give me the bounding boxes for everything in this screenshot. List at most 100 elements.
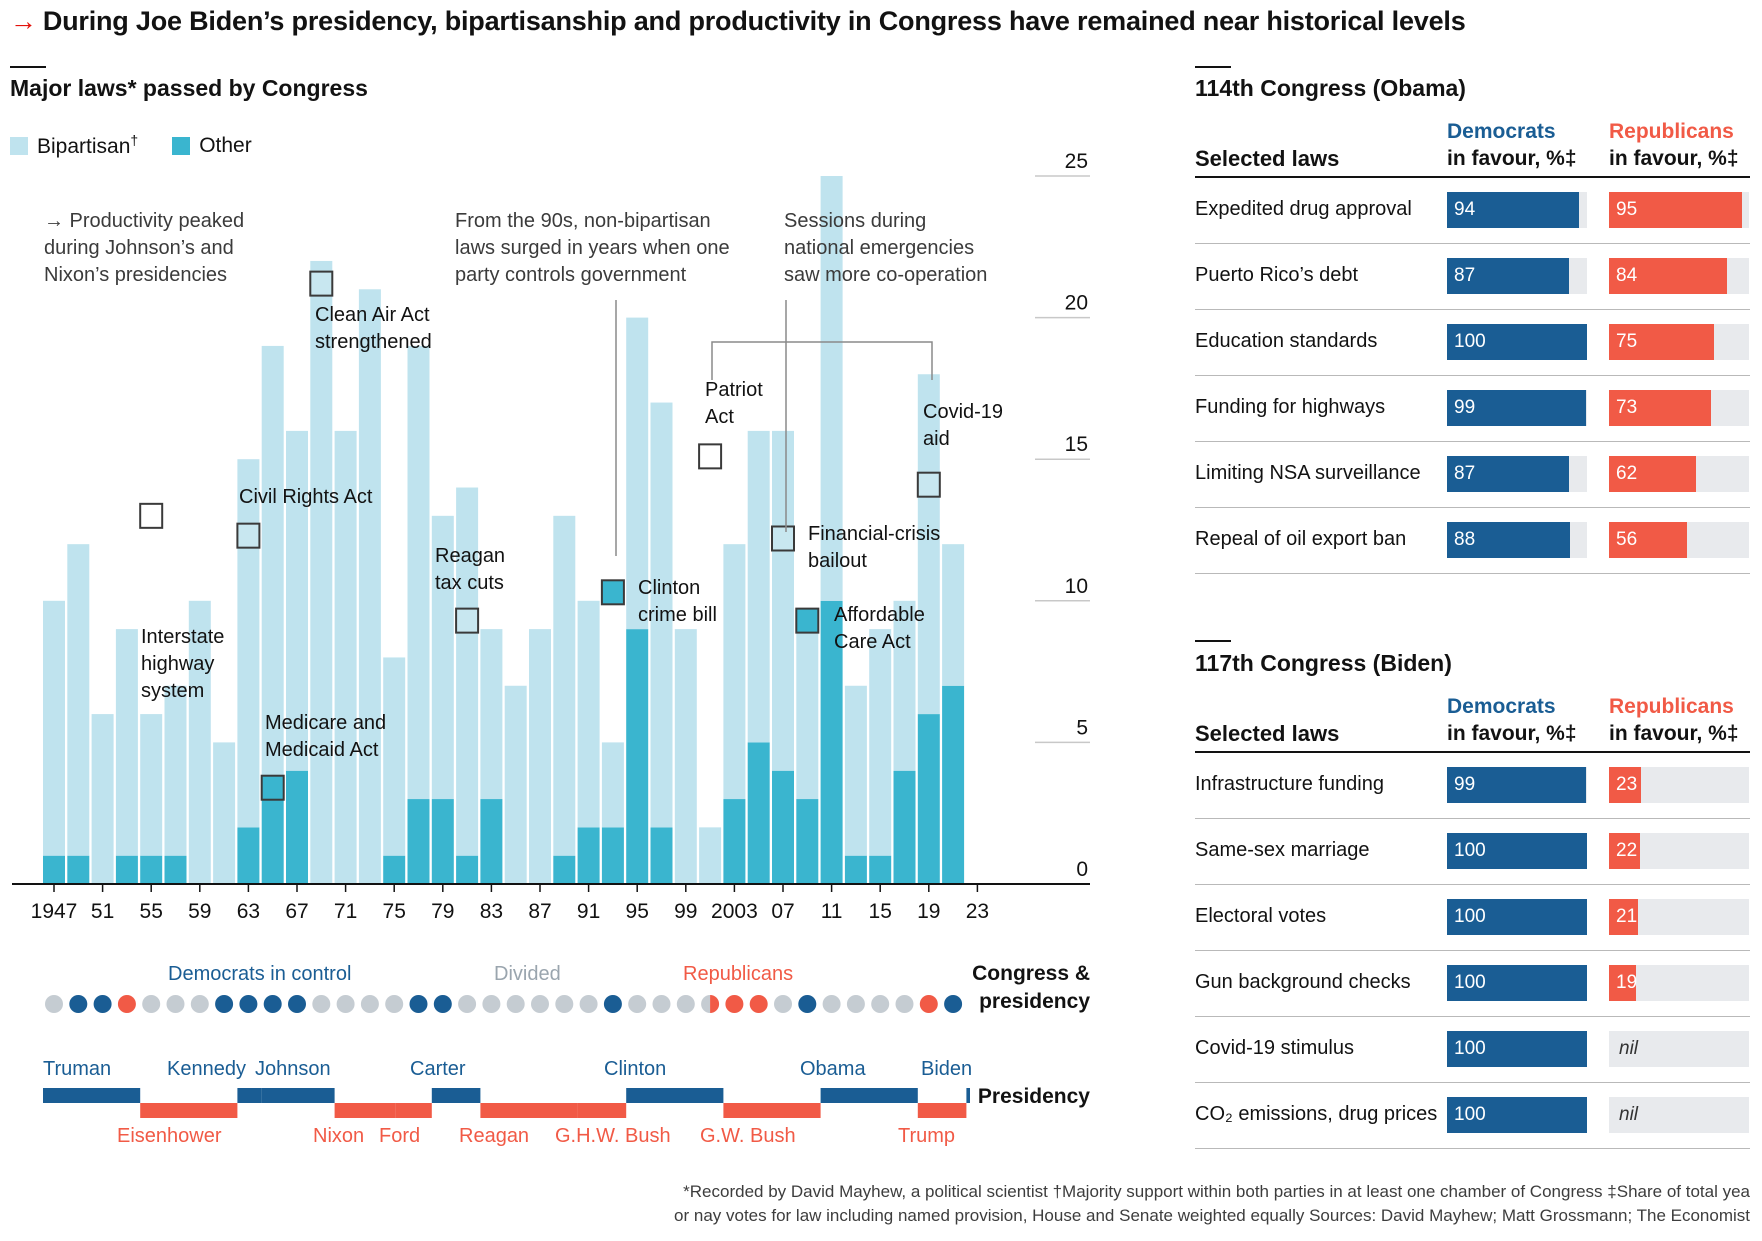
annotation-3: Sessions during national emergencies saw m…: [784, 210, 987, 286]
bar-bipartisan-2001: [699, 827, 722, 884]
president-label-nixon: Nixon: [313, 1125, 364, 1147]
dem-support-value: 100: [1454, 840, 1486, 861]
rep-support-fill: [1609, 192, 1742, 228]
control-dot-19: [506, 995, 525, 1013]
bar-bipartisan-1979: [431, 515, 454, 800]
x-tick-label: 71: [334, 900, 357, 923]
table-row: Gun background checks 100 19: [1195, 951, 1750, 1017]
bar-bipartisan-1953: [115, 629, 138, 856]
bar-bipartisan-2015: [869, 629, 892, 856]
presidency-bar-truman: [43, 1088, 141, 1103]
rep-support-bar: nil: [1609, 1097, 1749, 1133]
annotation-1: → Productivity peaked during Johnson’s an…: [44, 210, 244, 286]
president-label-obama: Obama: [800, 1058, 866, 1080]
bar-bipartisan-2021: [942, 544, 965, 686]
title-text: During Joe Biden’s presidency, bipartisa…: [42, 6, 1466, 36]
control-dot-34: [871, 995, 890, 1013]
table-title-114: 114th Congress (Obama): [1195, 75, 1466, 101]
table-row: Repeal of oil export ban 88 56: [1195, 508, 1750, 574]
law-marker-1955: [139, 502, 164, 529]
control-dot-5: [166, 995, 185, 1013]
law-label-1955: Interstate highway system: [141, 626, 224, 702]
law-name: Expedited drug approval: [1195, 198, 1412, 220]
x-tick-label: 19: [917, 900, 940, 923]
bar-other-2011: [820, 600, 843, 884]
control-dot-36: [919, 995, 938, 1013]
president-label-carter: Carter: [410, 1058, 466, 1080]
control-dot-10: [288, 995, 306, 1013]
control-dot-14: [385, 995, 404, 1013]
rep-support-bar: nil: [1609, 1031, 1749, 1067]
law-marker-1963: [236, 522, 261, 549]
y-tick-label: 5: [1076, 716, 1088, 739]
dem-support-bar: 87: [1447, 456, 1587, 492]
dem-support-fill: [1447, 192, 1579, 228]
rep-support-bar: 56: [1609, 522, 1749, 558]
table-row: Electoral votes 100 21: [1195, 885, 1750, 951]
legend-divided: Divided: [494, 963, 561, 985]
control-dot-6: [190, 995, 209, 1013]
law-label-1993: Clinton crime bill: [638, 577, 717, 626]
dem-support-fill: [1447, 899, 1587, 935]
presidency-bar-g-w-bush: [723, 1103, 821, 1118]
presidency-bar-g-h-w-bush: [577, 1103, 627, 1118]
bar-other-1957: [164, 855, 187, 884]
president-label-clinton: Clinton: [604, 1058, 666, 1080]
rep-support-bar: 75: [1609, 324, 1749, 360]
law-label-1969: Clean Air Act strengthened: [315, 304, 432, 353]
law-name: Funding for highways: [1195, 396, 1386, 418]
law-name: Covid-19 stimulus: [1195, 1037, 1354, 1059]
bar-bipartisan-1997: [650, 402, 673, 828]
rep-support-bar: 84: [1609, 258, 1749, 294]
dem-support-value: 100: [1454, 331, 1486, 352]
dem-support-fill: [1447, 258, 1569, 294]
rep-support-bar: 23: [1609, 767, 1749, 803]
law-name: Gun background checks: [1195, 971, 1411, 993]
bar-bipartisan-1963: [237, 459, 260, 828]
footnote-line-1: *Recorded by David Mayhew, a political s…: [683, 1182, 1750, 1201]
bar-bipartisan-1985: [504, 685, 527, 884]
legend-swatch-other: [172, 136, 191, 155]
rep-support-value: 23: [1616, 774, 1638, 795]
legend-rep-control: Republicans: [683, 963, 793, 985]
bar-other-2015: [869, 855, 892, 884]
dem-support-bar: 94: [1447, 192, 1587, 228]
legend-dem-control: Democrats in control: [168, 963, 351, 985]
rep-support-fill: [1609, 522, 1688, 558]
bar-bipartisan-1993: [601, 742, 624, 828]
bar-bipartisan-1995: [626, 317, 649, 630]
law-name: Infrastructure funding: [1195, 773, 1384, 795]
rep-support-fill: [1609, 258, 1727, 294]
law-marker-1965: [260, 774, 285, 801]
law-name: Limiting NSA surveillance: [1195, 462, 1421, 484]
table-row: Funding for highways 99 73: [1195, 376, 1750, 442]
law-marker-2001: [698, 443, 723, 470]
law-marker-1993: [600, 579, 625, 606]
bar-chart: 0 5 10 15 20 25 1947 51 55 59 63 67 71 75 79 83 87 91 95 99…: [12, 150, 1090, 1147]
table-row: Expedited drug approval 94 95: [1195, 178, 1750, 244]
control-dot-3: [117, 995, 136, 1013]
control-dot-9: [263, 995, 282, 1013]
presidency-bar-eisenhower: [140, 1103, 238, 1118]
president-label-biden: Biden: [921, 1058, 972, 1080]
bar-bipartisan-2003: [723, 544, 746, 800]
rep-support-value: nil: [1619, 1104, 1639, 1125]
law-marker-1969: [309, 270, 334, 297]
bar-other-1953: [115, 855, 138, 884]
row-label-congress: Congress &: [972, 962, 1090, 985]
rep-support-value: 73: [1616, 397, 1638, 418]
annotation-bracket: [711, 341, 933, 380]
dem-support-fill: [1447, 522, 1571, 558]
bar-bipartisan-1981: [456, 487, 479, 856]
bar-other-1977: [407, 799, 430, 884]
footnote-line-2: or nay votes for law including named pro…: [674, 1206, 1750, 1225]
law-name: Same-sex marriage: [1195, 839, 1370, 861]
legend-swatch-bipartisan: [10, 136, 28, 155]
table-title-117: 117th Congress (Biden): [1195, 650, 1452, 676]
rep-support-value: 22: [1616, 840, 1638, 861]
control-dot-22: [579, 995, 598, 1013]
bar-bipartisan-1983: [480, 629, 503, 800]
rep-support-fill: [1609, 456, 1696, 492]
dem-support-fill: [1447, 965, 1587, 1001]
